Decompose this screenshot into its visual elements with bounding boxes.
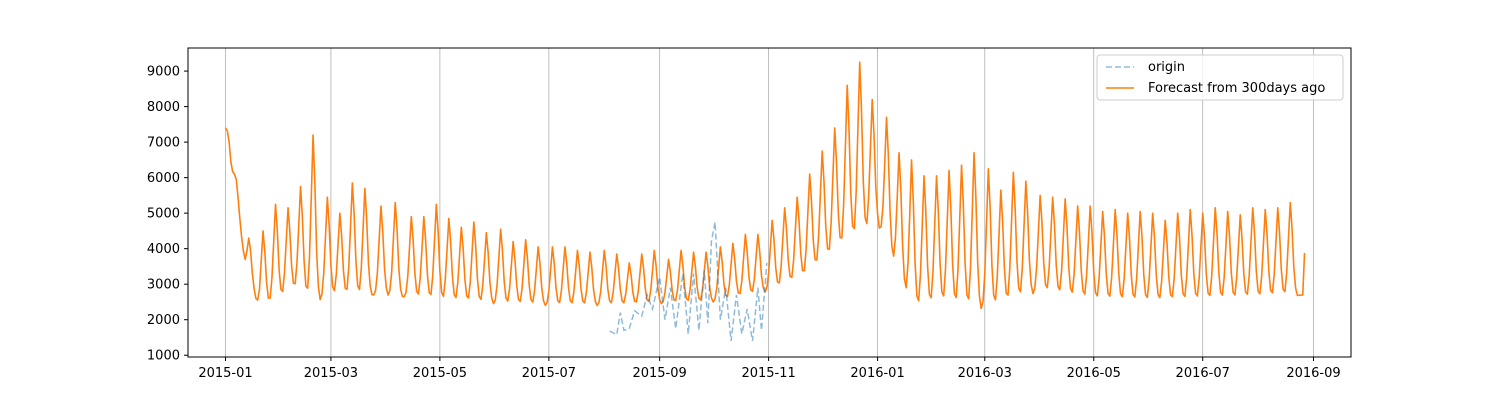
x-tick-label: 2015-07 (522, 366, 576, 381)
y-tick-label: 3000 (147, 278, 180, 293)
x-tick-label: 2016-01 (850, 366, 904, 381)
legend: origin Forecast from 300days ago (1096, 54, 1344, 101)
y-tick-label: 4000 (147, 242, 180, 257)
x-axis: 2015-01 2015-03 2015-05 2015-07 2015-09 2015-… (198, 357, 1341, 381)
x-tick-label: 2015-03 (304, 366, 358, 381)
x-tick-label: 2015-05 (413, 366, 467, 381)
y-tick-label: 1000 (147, 349, 180, 364)
x-tick-label: 2016-03 (958, 366, 1012, 381)
legend-box (1096, 54, 1344, 101)
y-tick-label: 6000 (147, 171, 180, 186)
y-tick-label: 2000 (147, 313, 180, 328)
y-axis: 1000 2000 3000 4000 5000 6000 7000 8000 9000 (147, 65, 188, 364)
x-tick-label: 2015-01 (198, 366, 252, 381)
legend-forecast-label: Forecast from 300days ago (1148, 81, 1325, 96)
y-tick-label: 5000 (147, 207, 180, 222)
y-tick-label: 9000 (147, 65, 180, 80)
x-tick-label: 2015-09 (632, 366, 686, 381)
x-tick-label: 2016-07 (1176, 366, 1230, 381)
series-origin-line (609, 221, 768, 342)
y-tick-label: 8000 (147, 100, 180, 115)
legend-origin-label: origin (1148, 60, 1185, 75)
x-tick-label: 2016-09 (1286, 366, 1340, 381)
x-tick-label: 2015-11 (741, 366, 795, 381)
y-tick-label: 7000 (147, 136, 180, 151)
series-layer (224, 61, 1306, 342)
grid-lines (225, 48, 1314, 357)
plot-area-frame (187, 47, 1352, 358)
x-tick-label: 2016-05 (1067, 366, 1121, 381)
